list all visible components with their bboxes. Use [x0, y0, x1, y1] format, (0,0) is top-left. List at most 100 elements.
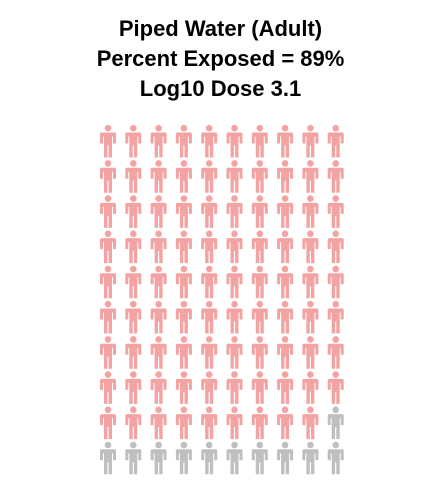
person-icon-exposed	[227, 336, 243, 369]
person-icon-exposed	[277, 231, 293, 264]
person-icon-exposed	[227, 231, 243, 264]
person-icon-exposed	[302, 407, 318, 440]
person-icon-exposed	[151, 266, 167, 299]
person-icon-exposed	[100, 301, 116, 334]
person-icon-exposed	[227, 195, 243, 228]
person-icon-unexposed	[100, 442, 116, 475]
person-icon-exposed	[252, 336, 268, 369]
person-icon-exposed	[176, 266, 192, 299]
person-icon-exposed	[328, 301, 344, 334]
person-icon-exposed	[277, 407, 293, 440]
person-icon-exposed	[328, 336, 344, 369]
person-icon-exposed	[252, 125, 268, 158]
person-icon-exposed	[201, 336, 217, 369]
person-icon-exposed	[302, 231, 318, 264]
person-icon-exposed	[227, 125, 243, 158]
person-icon-exposed	[201, 266, 217, 299]
person-icon-exposed	[328, 231, 344, 264]
person-icon-exposed	[176, 231, 192, 264]
person-icon-unexposed	[302, 442, 318, 475]
person-icon-exposed	[252, 266, 268, 299]
person-icon-exposed	[151, 301, 167, 334]
person-icon-unexposed	[125, 442, 141, 475]
person-icon-exposed	[277, 301, 293, 334]
person-icon-exposed	[201, 231, 217, 264]
person-icon-exposed	[328, 371, 344, 404]
person-icon-unexposed	[328, 442, 344, 475]
person-icon-exposed	[302, 301, 318, 334]
person-icon-exposed	[227, 407, 243, 440]
person-icon-exposed	[125, 407, 141, 440]
person-icon-exposed	[252, 301, 268, 334]
person-icon-exposed	[302, 336, 318, 369]
person-icon-exposed	[227, 371, 243, 404]
person-icon-exposed	[176, 371, 192, 404]
person-icon-exposed	[252, 195, 268, 228]
person-icon-exposed	[151, 231, 167, 264]
person-icon-exposed	[252, 371, 268, 404]
person-icon-exposed	[227, 266, 243, 299]
person-icon-exposed	[328, 125, 344, 158]
person-icon-exposed	[302, 125, 318, 158]
person-icon-exposed	[151, 336, 167, 369]
person-icon-exposed	[125, 231, 141, 264]
person-icon-exposed	[176, 336, 192, 369]
person-icon-exposed	[100, 231, 116, 264]
person-icon-exposed	[328, 195, 344, 228]
person-icon-exposed	[277, 125, 293, 158]
person-icon-exposed	[302, 160, 318, 193]
person-icon-unexposed	[201, 442, 217, 475]
person-icon-exposed	[227, 160, 243, 193]
person-icon-exposed	[201, 160, 217, 193]
person-icon-exposed	[277, 266, 293, 299]
person-icon-unexposed	[151, 442, 167, 475]
person-icon-exposed	[151, 407, 167, 440]
person-icon-exposed	[201, 407, 217, 440]
person-icon-exposed	[277, 195, 293, 228]
person-icon-exposed	[125, 195, 141, 228]
person-icon-exposed	[151, 371, 167, 404]
person-icon-exposed	[176, 301, 192, 334]
person-icon-unexposed	[328, 407, 344, 440]
person-icon-exposed	[302, 266, 318, 299]
person-icon-exposed	[125, 336, 141, 369]
person-icon-exposed	[252, 160, 268, 193]
person-icon-exposed	[201, 195, 217, 228]
person-icon-exposed	[125, 301, 141, 334]
person-icon-exposed	[201, 371, 217, 404]
person-icon-exposed	[252, 407, 268, 440]
person-icon-exposed	[176, 195, 192, 228]
person-icon-exposed	[125, 125, 141, 158]
person-icon-unexposed	[176, 442, 192, 475]
person-icon-exposed	[201, 125, 217, 158]
person-icon-exposed	[176, 407, 192, 440]
person-icon-exposed	[100, 336, 116, 369]
person-icon-exposed	[227, 301, 243, 334]
person-icon-exposed	[302, 371, 318, 404]
person-icon-exposed	[302, 195, 318, 228]
person-icon-exposed	[176, 160, 192, 193]
person-icon-unexposed	[227, 442, 243, 475]
person-icon-exposed	[328, 266, 344, 299]
person-icon-exposed	[151, 160, 167, 193]
person-icon-exposed	[277, 160, 293, 193]
person-icon-exposed	[125, 266, 141, 299]
person-icon-exposed	[328, 160, 344, 193]
person-icon-exposed	[277, 336, 293, 369]
person-icon-exposed	[100, 407, 116, 440]
person-icon-exposed	[100, 266, 116, 299]
person-icon-exposed	[277, 371, 293, 404]
person-icon-unexposed	[252, 442, 268, 475]
person-icon-exposed	[176, 125, 192, 158]
person-icon-exposed	[100, 371, 116, 404]
person-icon-exposed	[151, 125, 167, 158]
person-icon-exposed	[100, 195, 116, 228]
person-icon-exposed	[201, 301, 217, 334]
person-icon-unexposed	[277, 442, 293, 475]
person-icon-exposed	[100, 160, 116, 193]
person-icon-exposed	[125, 160, 141, 193]
person-icon-exposed	[252, 231, 268, 264]
person-icon-exposed	[100, 125, 116, 158]
